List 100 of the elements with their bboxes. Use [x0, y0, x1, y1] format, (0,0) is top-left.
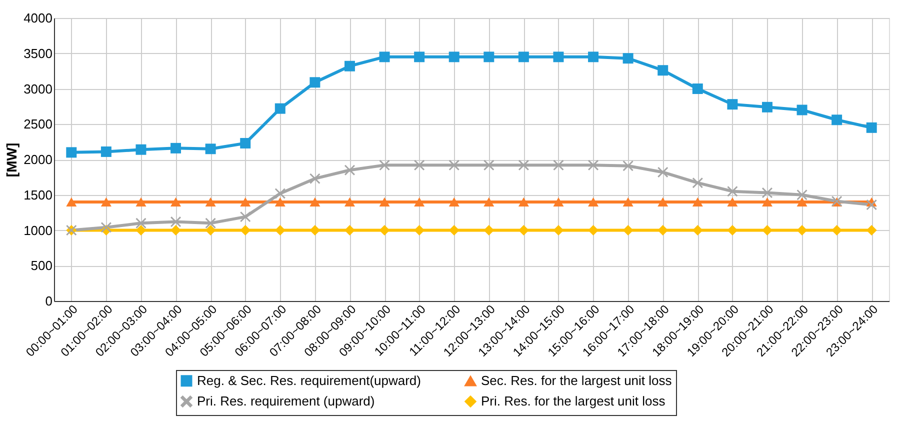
y-tick-label: 0 [45, 294, 52, 308]
point [205, 197, 216, 206]
point [379, 160, 390, 170]
point [658, 166, 668, 178]
point [136, 218, 146, 228]
point [658, 225, 668, 236]
point [310, 77, 320, 88]
point [344, 197, 355, 206]
point [658, 197, 668, 206]
point [622, 197, 634, 206]
point [484, 52, 494, 62]
point [692, 178, 703, 188]
point [274, 197, 286, 206]
point [622, 160, 634, 172]
point [832, 225, 842, 236]
point [414, 160, 425, 170]
point [379, 197, 390, 206]
point [796, 197, 808, 206]
y-tick-label: 3500 [24, 46, 52, 61]
point [553, 225, 564, 236]
point [448, 197, 460, 206]
y-tick-label: 2500 [24, 116, 52, 132]
point [796, 225, 808, 236]
point [240, 225, 251, 236]
legend-label: Pri. Res. for the largest unit loss [481, 394, 666, 408]
point [553, 160, 564, 170]
point [518, 52, 529, 62]
point [762, 197, 772, 206]
point [692, 197, 703, 206]
point [588, 52, 599, 62]
point [205, 225, 216, 236]
point [484, 160, 494, 170]
point [762, 102, 772, 112]
point [414, 225, 425, 236]
point [762, 188, 772, 198]
point [448, 160, 460, 170]
point [379, 225, 390, 236]
point [727, 186, 738, 197]
point [866, 225, 877, 236]
point [170, 216, 182, 228]
y-tick-label: 3000 [24, 81, 52, 96]
point [414, 52, 425, 62]
point [588, 225, 599, 236]
point [344, 60, 355, 72]
point [240, 138, 251, 148]
point [866, 200, 877, 210]
point [100, 222, 112, 233]
point [414, 197, 425, 206]
point [274, 188, 286, 199]
point [866, 122, 877, 133]
point [448, 225, 460, 236]
point [100, 197, 112, 206]
point [727, 197, 738, 206]
point [553, 52, 564, 62]
point [274, 225, 286, 236]
point [205, 144, 216, 154]
point [518, 197, 529, 206]
point [205, 218, 216, 228]
point [240, 197, 251, 206]
point [100, 146, 112, 157]
y-tick-label: 2000 [24, 152, 52, 167]
point [66, 147, 77, 158]
point [588, 197, 599, 206]
point [832, 114, 842, 126]
y-tick-label: 1500 [24, 187, 52, 202]
point [553, 197, 564, 206]
point [310, 225, 320, 236]
point [310, 197, 320, 206]
point [484, 197, 494, 206]
point [484, 225, 494, 236]
point [136, 144, 146, 155]
y-tick-label: 4000 [24, 10, 52, 26]
point [796, 104, 808, 116]
point [588, 160, 599, 170]
point [692, 84, 703, 94]
point [66, 197, 77, 206]
point [170, 225, 182, 236]
point [136, 225, 146, 236]
y-tick-label: 500 [30, 258, 52, 274]
point [727, 225, 738, 236]
y-axis-title: [MW] [4, 142, 20, 178]
point [622, 53, 634, 64]
point [274, 103, 286, 114]
point [658, 65, 668, 76]
point [136, 197, 146, 206]
point [622, 225, 634, 236]
point [379, 52, 390, 62]
point [727, 99, 738, 110]
legend-label: Pri. Res. requirement (upward) [197, 394, 375, 408]
legend-label: Reg. & Sec. Res. requirement(upward) [197, 372, 421, 388]
y-tick-label: 1000 [24, 222, 52, 238]
point [310, 173, 320, 184]
point [518, 225, 529, 236]
point [796, 190, 808, 200]
point [240, 212, 251, 222]
point [692, 225, 703, 236]
point [518, 160, 529, 170]
point [344, 225, 355, 236]
point [448, 52, 460, 62]
point [170, 142, 182, 154]
